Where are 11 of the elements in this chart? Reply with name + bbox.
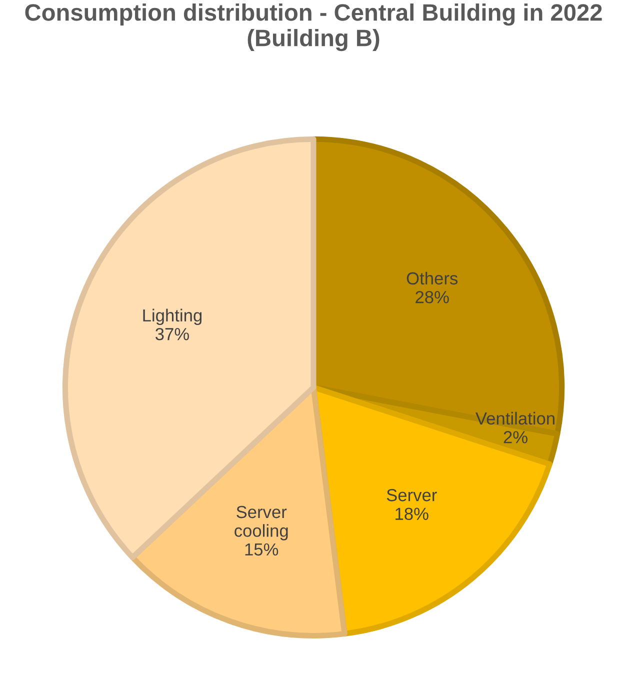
slice-label: Server: [386, 489, 437, 502]
slice-label: Others: [406, 272, 458, 285]
slice-label: Ventilation: [476, 412, 554, 425]
slice-label: Lighting: [143, 308, 202, 325]
data-label: 37%: [156, 328, 189, 340]
data-label: 15%: [245, 543, 278, 556]
data-label: 2%: [504, 431, 528, 444]
chart-title: Consumption distribution - Central Building in 2022 (Building B): [25, 3, 602, 52]
data-label: 18%: [396, 508, 428, 520]
slice-label: Server cooling: [234, 506, 288, 540]
data-label: 28%: [416, 290, 449, 304]
